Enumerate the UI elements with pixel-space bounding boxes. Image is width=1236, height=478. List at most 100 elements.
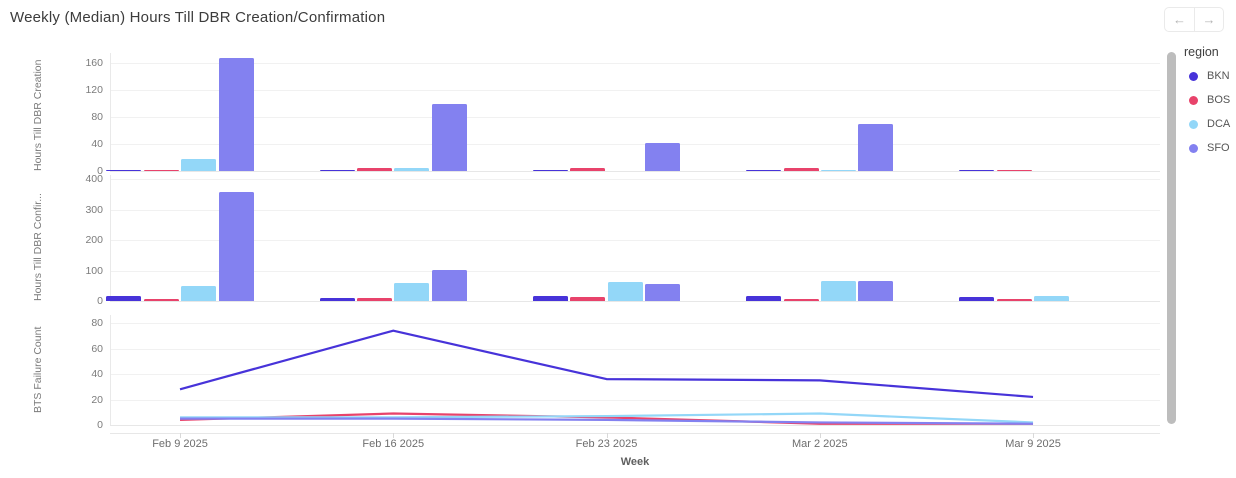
x-tick-mark	[180, 433, 182, 438]
bar-sfo-week2[interactable]	[431, 103, 467, 171]
bar-dca-week2[interactable]	[394, 283, 430, 301]
bar-bkn-week5[interactable]	[959, 297, 995, 301]
bar-dca-week2[interactable]	[394, 168, 430, 171]
bar-bkn-week3[interactable]	[532, 170, 568, 171]
x-tick-mark	[819, 433, 821, 438]
gridline	[110, 240, 1160, 241]
y-tick-label: 40	[91, 368, 103, 380]
bar-dca-week1[interactable]	[181, 158, 217, 171]
y-axis-label: BTS Failure Count	[32, 326, 44, 414]
page-title: Weekly (Median) Hours Till DBR Creation/…	[10, 9, 386, 26]
bar-sfo-week4[interactable]	[858, 124, 894, 171]
line-dca[interactable]	[180, 412, 1034, 424]
legend-dot-icon	[1189, 71, 1198, 81]
bar-bos-week4[interactable]	[783, 299, 819, 301]
bar-dca-week1[interactable]	[181, 286, 217, 301]
bar-dca-week4[interactable]	[820, 280, 856, 301]
line-bkn[interactable]	[179, 329, 1034, 399]
gridline	[110, 399, 1160, 401]
chart-nav: ← →	[1164, 7, 1224, 32]
zero-line	[110, 171, 1160, 172]
y-tick-label: 200	[85, 234, 103, 246]
y-axis-label: Hours Till DBR Confir...	[32, 193, 44, 301]
y-tick-label: 120	[85, 84, 103, 96]
gridline	[110, 179, 1160, 180]
legend-item-bkn[interactable]: BKN	[1184, 64, 1230, 88]
bar-bkn-week2[interactable]	[319, 170, 355, 171]
gridline	[110, 144, 1160, 145]
legend-item-dca[interactable]: DCA	[1184, 112, 1230, 136]
bar-bkn-week2[interactable]	[319, 297, 355, 301]
legend-items: BKN BOS DCA SFO	[1184, 64, 1230, 160]
gridline	[110, 63, 1160, 64]
bar-sfo-week3[interactable]	[645, 143, 681, 171]
y-axis-line	[110, 175, 111, 301]
x-tick-mark	[393, 433, 395, 438]
legend-dot-icon	[1189, 95, 1198, 105]
bar-bos-week4[interactable]	[783, 168, 819, 171]
bar-bos-week3[interactable]	[570, 297, 606, 301]
y-tick-label: 60	[91, 342, 103, 355]
bar-sfo-week3[interactable]	[645, 284, 681, 301]
x-tick-label: Feb 9 2025	[152, 438, 208, 450]
y-tick-label: 160	[85, 57, 103, 69]
y-tick-label: 400	[85, 173, 103, 185]
bar-bkn-week5[interactable]	[959, 169, 995, 171]
bar-bos-week1[interactable]	[143, 170, 179, 171]
bar-bkn-week3[interactable]	[532, 296, 568, 301]
bar-bos-week1[interactable]	[143, 299, 179, 301]
vertical-scrollbar[interactable]	[1167, 52, 1176, 424]
gridline	[110, 348, 1160, 350]
prev-button[interactable]: ←	[1164, 7, 1194, 32]
line-bos[interactable]	[179, 412, 1034, 425]
y-tick-label: 0	[97, 165, 103, 177]
bar-dca-week3[interactable]	[607, 282, 643, 301]
y-tick-label: 300	[85, 203, 103, 216]
bar-bkn-week1[interactable]	[106, 169, 142, 171]
gridline	[110, 90, 1160, 91]
bar-dca-week4[interactable]	[820, 169, 856, 171]
bar-sfo-week4[interactable]	[858, 280, 894, 301]
bar-bkn-week4[interactable]	[746, 296, 782, 301]
bar-sfo-week1[interactable]	[218, 58, 254, 171]
legend-item-sfo[interactable]: SFO	[1184, 136, 1230, 160]
legend-item-label: SFO	[1207, 142, 1230, 154]
legend-item-label: BKN	[1207, 70, 1230, 82]
legend: region BKN BOS DCA SFO	[1184, 45, 1230, 160]
y-axis-line	[110, 53, 111, 171]
x-tick-label: Mar 2 2025	[791, 438, 848, 450]
y-tick-label: 0	[97, 295, 103, 307]
y-axis-label: Hours Till DBR Creation	[32, 59, 44, 171]
y-tick-label: 20	[91, 393, 103, 406]
x-tick-label: Feb 23 2025	[575, 438, 638, 450]
line-sfo[interactable]	[180, 417, 1034, 425]
bar-bkn-week4[interactable]	[746, 170, 782, 171]
bar-bos-week2[interactable]	[357, 168, 393, 171]
legend-dot-icon	[1189, 143, 1198, 153]
bar-bos-week5[interactable]	[996, 299, 1032, 301]
x-tick-label: Mar 9 2025	[1005, 438, 1061, 450]
x-tick-mark	[606, 433, 608, 438]
gridline	[110, 209, 1160, 211]
bar-bos-week3[interactable]	[570, 168, 606, 171]
legend-dot-icon	[1189, 119, 1198, 129]
bar-bkn-week1[interactable]	[106, 295, 142, 301]
bar-bos-week2[interactable]	[357, 297, 393, 301]
zero-line	[110, 425, 1160, 426]
y-tick-label: 80	[91, 317, 103, 329]
legend-title: region	[1184, 45, 1219, 59]
next-button[interactable]: →	[1194, 7, 1224, 32]
zero-line	[110, 301, 1160, 302]
y-tick-label: 0	[97, 419, 103, 431]
bar-sfo-week1[interactable]	[218, 192, 254, 301]
gridline	[110, 270, 1160, 272]
x-tick-mark	[1033, 433, 1035, 438]
legend-item-bos[interactable]: BOS	[1184, 88, 1230, 112]
bar-dca-week5[interactable]	[1034, 295, 1070, 301]
bar-sfo-week2[interactable]	[431, 269, 467, 301]
x-tick-label: Feb 16 2025	[362, 438, 425, 450]
bar-bos-week5[interactable]	[996, 169, 1032, 171]
